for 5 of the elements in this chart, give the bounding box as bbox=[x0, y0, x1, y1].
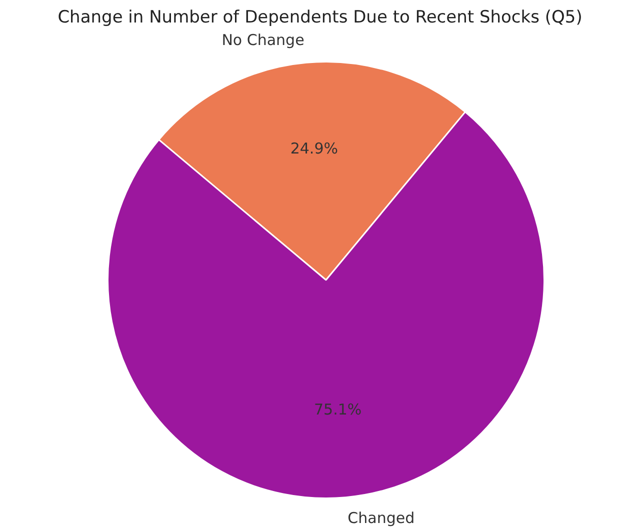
slice-label: No Change bbox=[222, 30, 304, 49]
chart-title: Change in Number of Dependents Due to Recent Shocks (Q5) bbox=[58, 7, 582, 28]
slice-label: Changed bbox=[348, 508, 415, 527]
data-label: 24.9% bbox=[290, 139, 338, 158]
data-label: 75.1% bbox=[314, 400, 362, 418]
